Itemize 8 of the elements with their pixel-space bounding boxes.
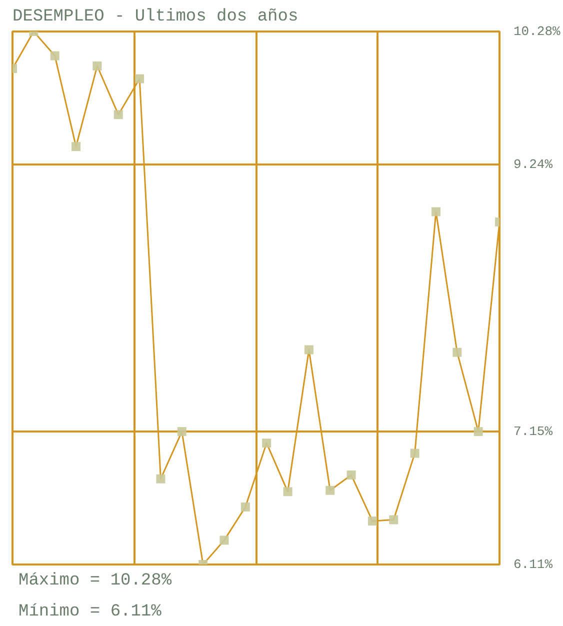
line-series xyxy=(12,32,500,564)
text: Máximo = 10.28% xyxy=(18,572,172,590)
y-tick-label: 9.24% xyxy=(514,156,553,172)
y-tick-label: 10.28% xyxy=(514,24,561,39)
chart-title: DESEMPLEO - Ultimos dos años xyxy=(12,8,298,26)
y-tick-label: 7.15% xyxy=(514,424,553,440)
text: Mínimo = 6.11% xyxy=(18,602,162,622)
y-tick-label: 6.11% xyxy=(514,557,553,572)
